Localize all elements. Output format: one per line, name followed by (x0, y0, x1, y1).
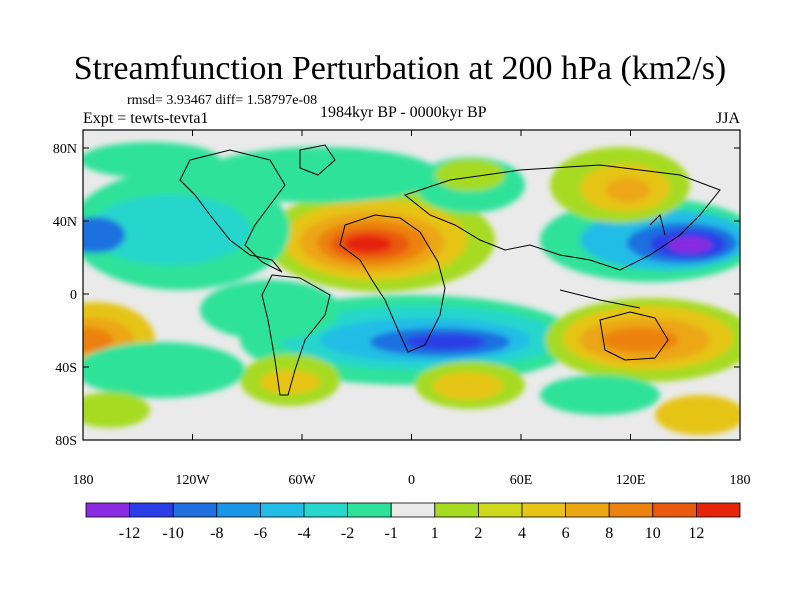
lon-tick-label: 60W (288, 473, 316, 488)
colorbar-swatch (696, 502, 741, 518)
experiment-label: Expt = tewts-tevta1 (83, 110, 209, 127)
colorbar-label: 10 (645, 525, 661, 542)
period-label: 1984kyr BP - 0000kyr BP (320, 104, 487, 121)
colorbar: -12 -10 -8 -6 -4 -2 -1 1 2 4 6 8 10 12 (85, 502, 741, 542)
colorbar-label: -2 (341, 525, 354, 542)
colorbar-swatch (608, 502, 654, 518)
main-title: Streamfunction Perturbation at 200 hPa (… (73, 50, 727, 87)
colorbar-label: 12 (688, 525, 704, 542)
colorbar-label: -1 (385, 525, 398, 542)
lon-tick-label: 0 (408, 473, 415, 488)
colorbar-swatch (565, 502, 610, 518)
lat-tick-label: 40N (53, 215, 77, 230)
colorbar-swatch (129, 502, 174, 518)
lat-tick-label: 0 (70, 288, 77, 303)
colorbar-swatch (259, 502, 305, 518)
colorbar-label: 1 (431, 525, 439, 542)
colorbar-label: 4 (518, 525, 526, 542)
lat-tick-label: 80N (53, 142, 77, 157)
colorbar-swatch (347, 502, 392, 518)
coastlines (179, 144, 721, 396)
lon-tick-label: 180 (730, 473, 751, 488)
colorbar-swatch (303, 502, 348, 518)
lon-tick-label: 120W (175, 473, 210, 488)
colorbar-label: -12 (119, 525, 140, 542)
colorbar-swatch (390, 502, 436, 518)
colorbar-label: 6 (562, 525, 570, 542)
colorbar-label: -10 (163, 525, 184, 542)
colorbar-swatch (477, 502, 523, 518)
colorbar-swatch (85, 502, 130, 518)
axis-ticks: 80N 40N 0 40S 80S 180 120W 60W 0 60E 120E 180 (53, 130, 751, 488)
streamfunction-field (83, 130, 740, 440)
lon-tick-label: 60E (510, 473, 533, 488)
lon-tick-label: 120E (616, 473, 646, 488)
colorbar-label: 2 (474, 525, 482, 542)
colorbar-label: 8 (605, 525, 613, 542)
colorbar-swatch (652, 502, 697, 518)
colorbar-swatch (172, 502, 218, 518)
lat-tick-label: 80S (55, 434, 77, 449)
colorbar-swatch (216, 502, 261, 518)
colorbar-label: -6 (254, 525, 267, 542)
rmsd-stats: rmsd= 3.93467 diff= 1.58797e-08 (127, 93, 318, 108)
colorbar-swatch (521, 502, 566, 518)
season-label: JJA (715, 110, 740, 127)
colorbar-swatch (434, 502, 479, 518)
lon-tick-label: 180 (73, 473, 94, 488)
colorbar-label: -8 (210, 525, 223, 542)
colorbar-label: -4 (297, 525, 310, 542)
lat-tick-label: 40S (55, 361, 77, 376)
